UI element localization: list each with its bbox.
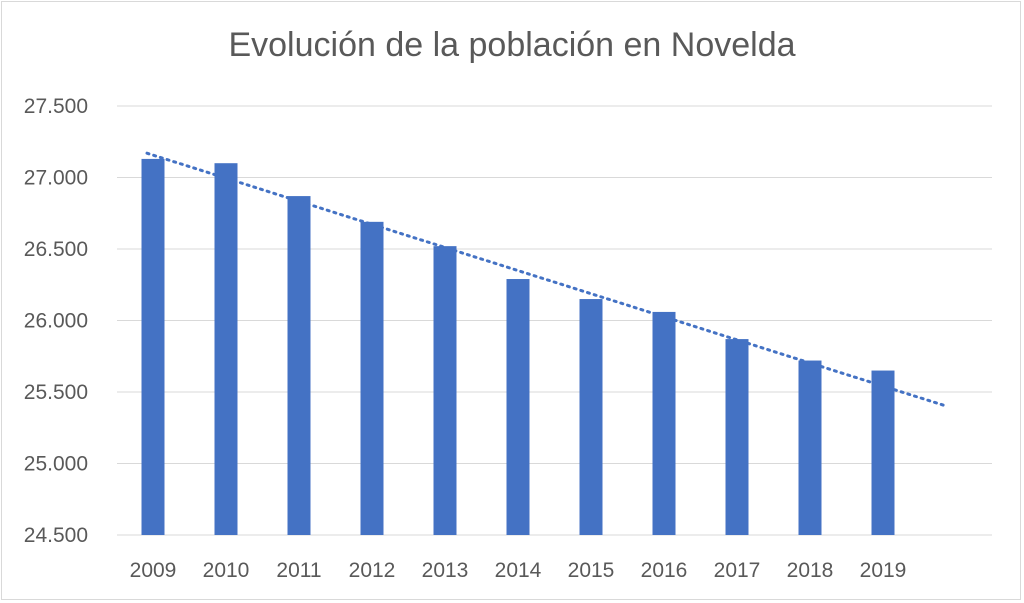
y-tick-label: 24.500 — [24, 524, 88, 547]
x-tick-label: 2019 — [860, 559, 907, 582]
bar — [725, 339, 749, 535]
x-tick-label: 2018 — [787, 559, 834, 582]
x-tick-label: 2015 — [568, 559, 615, 582]
x-axis-ticks: 2009 2010 2011 2012 2013 2014 2015 2016 2017 2018… — [130, 559, 907, 582]
bar — [360, 221, 384, 535]
x-tick-label: 2013 — [422, 559, 469, 582]
y-tick-label: 26.500 — [24, 238, 88, 261]
bars — [141, 158, 895, 535]
gridlines — [117, 105, 992, 536]
x-tick-label: 2011 — [276, 559, 321, 582]
y-tick-label: 27.000 — [24, 167, 88, 190]
bar — [798, 360, 822, 535]
bar — [652, 311, 676, 535]
bar — [141, 158, 165, 535]
trendline-line — [145, 151, 949, 408]
trendline — [145, 151, 949, 408]
bar — [506, 279, 530, 535]
y-tick-label: 25.500 — [24, 381, 88, 404]
x-tick-label: 2012 — [349, 559, 396, 582]
chart-title: Evolución de la población en Novelda — [228, 26, 796, 64]
bar — [579, 299, 603, 535]
x-tick-label: 2014 — [495, 559, 542, 582]
bar — [433, 246, 457, 535]
y-axis-ticks: 24.500 25.000 25.500 26.000 26.500 27.000 27.5… — [24, 95, 88, 547]
bar — [287, 196, 311, 535]
x-tick-label: 2016 — [641, 559, 688, 582]
bar — [214, 163, 238, 535]
x-tick-label: 2010 — [203, 559, 250, 582]
bar — [871, 370, 895, 535]
x-tick-label: 2009 — [130, 559, 177, 582]
y-tick-label: 25.000 — [24, 453, 88, 476]
y-tick-label: 27.500 — [24, 95, 88, 118]
y-tick-label: 26.000 — [24, 310, 88, 333]
x-tick-label: 2017 — [714, 559, 761, 582]
